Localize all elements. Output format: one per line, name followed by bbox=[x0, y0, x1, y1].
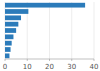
bar bbox=[5, 47, 11, 52]
bars bbox=[5, 3, 85, 58]
tick-label: 0 bbox=[3, 63, 7, 71]
tick-label: 10 bbox=[23, 63, 32, 71]
bar bbox=[5, 9, 28, 14]
chart-container: 0 10 20 30 40 bbox=[0, 0, 100, 71]
tick-label: 40 bbox=[90, 63, 99, 71]
grid-line bbox=[94, 2, 95, 59]
grid bbox=[5, 2, 94, 59]
bar bbox=[5, 22, 18, 27]
x-axis-line bbox=[5, 59, 94, 60]
tick-label: 30 bbox=[67, 63, 76, 71]
x-axis: 0 10 20 30 40 bbox=[3, 59, 99, 71]
bar bbox=[5, 34, 13, 39]
bar bbox=[5, 53, 9, 58]
bar bbox=[5, 28, 16, 33]
grid-line bbox=[71, 2, 72, 59]
chart: 0 10 20 30 40 bbox=[0, 0, 100, 71]
tick-label: 20 bbox=[45, 63, 54, 71]
bar bbox=[5, 15, 21, 20]
bar bbox=[5, 3, 85, 8]
grid-line bbox=[49, 2, 50, 59]
bar bbox=[5, 41, 12, 46]
